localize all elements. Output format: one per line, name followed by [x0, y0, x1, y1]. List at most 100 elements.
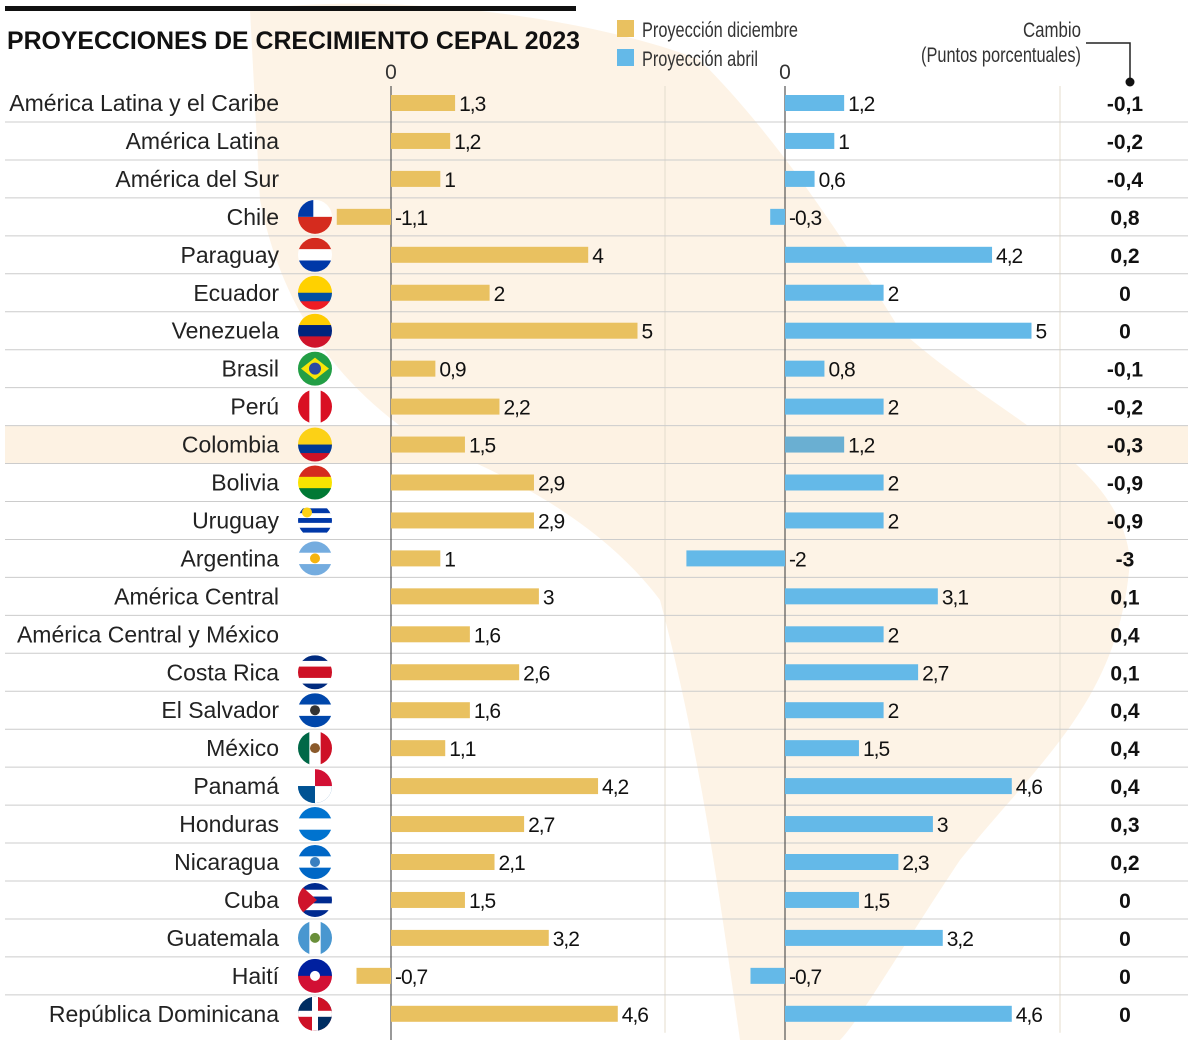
change-value: -0,4 — [1107, 169, 1144, 192]
category-label: América Latina y el Caribe — [9, 90, 279, 116]
bar-diciembre — [391, 588, 539, 605]
value-label-diciembre: -1,1 — [395, 207, 428, 230]
bar-abril — [785, 284, 884, 301]
legend-swatch-diciembre — [617, 20, 634, 37]
value-label-abril: 0,8 — [828, 359, 855, 382]
value-label-diciembre: 1,2 — [454, 131, 481, 154]
data-row: México 1,1 1,5 0,4 — [206, 731, 1140, 766]
bar-diciembre — [391, 322, 638, 339]
bar-abril — [785, 626, 884, 643]
value-label-diciembre: 2,1 — [499, 852, 526, 875]
flag-icon — [298, 920, 332, 955]
data-row: Venezuela 5 5 0 — [172, 313, 1131, 348]
category-label: México — [206, 735, 279, 761]
data-row: América Central y México 1,6 2 0,4 — [17, 621, 1140, 647]
flag-icon — [298, 351, 332, 386]
change-value: -0,1 — [1107, 93, 1144, 116]
data-row: Panamá 4,2 4,6 0,4 — [193, 769, 1140, 804]
bar-diciembre — [391, 398, 500, 415]
change-value: -0,9 — [1107, 473, 1143, 496]
bar-diciembre — [336, 208, 391, 225]
value-label-abril: -0,3 — [789, 207, 822, 230]
data-row: Costa Rica 2,6 2,7 0,1 — [167, 655, 1140, 690]
change-value: 0 — [1119, 966, 1131, 989]
category-label: Perú — [230, 394, 279, 420]
category-label: Paraguay — [181, 242, 280, 268]
flag-icon — [298, 655, 332, 690]
value-label-abril: 1,5 — [863, 890, 890, 913]
bar-diciembre — [391, 360, 436, 377]
value-label-diciembre: 1 — [444, 548, 455, 571]
value-label-abril: 3,2 — [947, 928, 974, 951]
category-label: Bolivia — [211, 470, 279, 496]
data-row: Cuba 1,5 1,5 0 — [224, 882, 1131, 917]
change-value: 0,4 — [1110, 700, 1140, 723]
flag-icon — [298, 541, 332, 576]
category-label: América Central y México — [17, 621, 279, 647]
legend-label-abril: Proyección abril — [642, 48, 758, 71]
flag-icon — [298, 237, 332, 272]
data-row: Brasil 0,9 0,8 -0,1 — [221, 351, 1144, 386]
bar-abril — [785, 132, 835, 149]
flag-icon — [298, 769, 332, 804]
bar-diciembre — [391, 284, 490, 301]
bar-abril — [770, 208, 785, 225]
category-label: Cuba — [224, 887, 279, 913]
change-value: -0,1 — [1107, 359, 1144, 382]
value-label-abril: 3,1 — [942, 586, 969, 609]
bar-diciembre — [391, 740, 446, 757]
bar-abril — [785, 702, 884, 719]
value-label-diciembre: 1,6 — [474, 624, 501, 647]
value-label-abril: 4,2 — [996, 245, 1023, 268]
value-label-diciembre: -0,7 — [395, 966, 428, 989]
change-header-dot — [1125, 77, 1135, 87]
category-label: América Latina — [126, 128, 280, 154]
change-value: 0,1 — [1110, 662, 1140, 685]
value-label-diciembre: 4,6 — [622, 1004, 649, 1027]
bar-abril — [785, 398, 884, 415]
change-header-line2: (Puntos porcentuales) — [921, 44, 1081, 67]
value-label-diciembre: 2,7 — [528, 814, 555, 837]
bar-diciembre — [356, 967, 391, 984]
value-label-diciembre: 2,9 — [538, 510, 565, 533]
bar-abril — [785, 474, 884, 491]
category-label: Ecuador — [193, 280, 279, 306]
category-label: Costa Rica — [167, 659, 280, 685]
value-label-abril: 2 — [888, 624, 899, 647]
value-label-abril: 4,6 — [1016, 1004, 1043, 1027]
value-label-abril: 2 — [888, 473, 899, 496]
category-label: Colombia — [182, 432, 279, 458]
data-row: América Latina y el Caribe 1,3 1,2 -0,1 — [9, 90, 1143, 116]
bar-diciembre — [391, 474, 534, 491]
bar-diciembre — [391, 929, 549, 946]
bar-diciembre — [391, 891, 465, 908]
bar-diciembre — [391, 246, 589, 263]
data-row: Nicaragua 2,1 2,3 0,2 — [174, 845, 1140, 879]
category-label: Panamá — [193, 773, 279, 799]
legend-label-diciembre: Proyección diciembre — [642, 19, 798, 42]
bar-abril — [686, 550, 785, 567]
change-value: -0,2 — [1107, 397, 1143, 420]
flag-icon — [298, 313, 332, 348]
value-label-diciembre: 2,6 — [523, 662, 550, 685]
change-value: -0,3 — [1107, 435, 1143, 458]
bar-diciembre — [391, 702, 470, 719]
bar-abril — [785, 95, 845, 111]
data-row: América del Sur 1 0,6 -0,4 — [115, 166, 1143, 192]
bar-diciembre — [391, 436, 465, 453]
value-label-diciembre: 1,5 — [469, 435, 496, 458]
bar-diciembre — [391, 816, 525, 833]
value-label-abril: 5 — [1036, 321, 1047, 344]
change-value: 0,4 — [1110, 738, 1140, 761]
bar-abril — [750, 967, 785, 984]
bar-abril — [785, 929, 943, 946]
category-label: América Central — [114, 583, 279, 609]
value-label-diciembre: 3,2 — [553, 928, 580, 951]
value-label-abril: 4,6 — [1016, 776, 1043, 799]
change-value: -0,9 — [1107, 510, 1143, 533]
flag-icon — [298, 996, 332, 1031]
data-row: Perú 2,2 2 -0,2 — [230, 389, 1143, 424]
value-label-diciembre: 5 — [642, 321, 653, 344]
data-row: República Dominicana 4,6 4,6 0 — [49, 996, 1131, 1031]
